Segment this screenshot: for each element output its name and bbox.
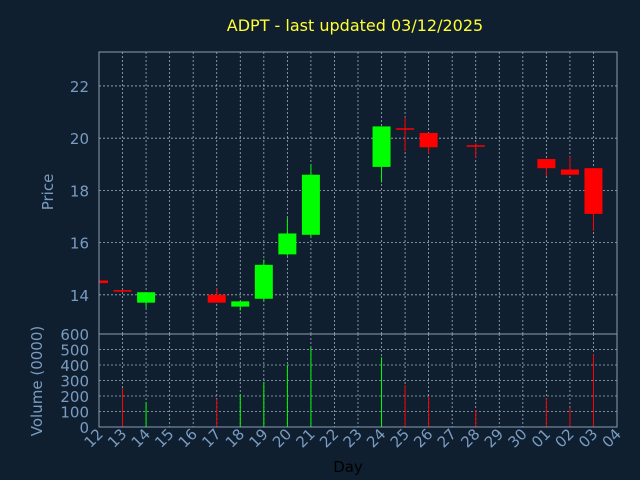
volume-plot-frame [98,333,618,428]
x-tick-label: 04 [599,425,625,451]
price-tick-label: 16 [70,235,89,253]
x-tick-label: 03 [575,425,601,451]
volume-tick-label: 400 [60,357,89,375]
volume-tick-label: 200 [60,388,89,406]
price-tick-label: 14 [70,287,89,305]
x-tick-label: 13 [104,425,130,451]
candle [584,168,603,231]
price-tick-label: 20 [70,130,89,148]
candle [537,159,556,177]
candle [113,289,132,293]
candle-body [560,169,579,175]
candle [254,259,273,302]
x-tick-label: 24 [363,425,389,451]
candle [231,301,250,311]
candle-body [584,168,603,214]
price-panel: 14 16 18 20 22 [70,51,618,335]
candle-body [231,301,250,307]
candle [372,126,391,183]
x-tick-label: 16 [175,425,201,451]
volume-tick-label: 0 [79,419,89,437]
candle-body [419,132,438,148]
x-tick-label: 22 [316,425,342,451]
x-tick-label: 02 [552,425,578,451]
volume-tick-label: 100 [60,404,89,422]
x-tick-label: 28 [457,425,483,451]
candle-body [137,292,156,303]
x-tick-label: 18 [222,425,248,451]
volume-tick-label: 600 [60,326,89,344]
x-tick-label: 30 [504,425,530,451]
candle [419,132,438,154]
candle [396,117,415,152]
candle [466,143,485,158]
candle [137,292,156,308]
candle [560,156,579,175]
volume-tick-label: 500 [60,342,89,360]
x-tick-label: 27 [434,425,460,451]
x-tick-label: 21 [293,425,319,451]
x-tick-label: 29 [481,425,507,451]
candle-body [207,294,226,303]
candle-body [278,233,297,255]
x-tick-label: 25 [387,425,413,451]
candle-body [372,126,391,167]
candle-body [99,280,108,284]
volume-axis-label: Volume (0000) [28,326,46,436]
x-tick-label: 01 [528,425,554,451]
x-tick-label: 14 [128,425,154,451]
x-tick-label: 17 [198,425,224,451]
volume-tick-label: 300 [60,373,89,391]
x-axis-label: Day [333,458,363,476]
candle [207,288,226,303]
x-tick-labels: 1213141516171819202122232425262728293001… [81,425,625,451]
x-tick-label: 26 [410,425,436,451]
price-tick-label: 22 [70,78,89,96]
chart-title: ADPT - last updated 03/12/2025 [227,16,483,35]
price-tick-label: 18 [70,182,89,200]
candle [98,279,108,284]
candle-body [537,159,556,169]
price-axis-label: Price [39,174,57,211]
x-tick-label: 19 [245,425,271,451]
candle-body [254,264,273,299]
x-tick-label: 20 [269,425,295,451]
x-tick-label: 15 [151,425,177,451]
candle [278,217,297,256]
x-tick-label: 23 [340,425,366,451]
candle [301,164,320,238]
candle-body [301,174,320,235]
